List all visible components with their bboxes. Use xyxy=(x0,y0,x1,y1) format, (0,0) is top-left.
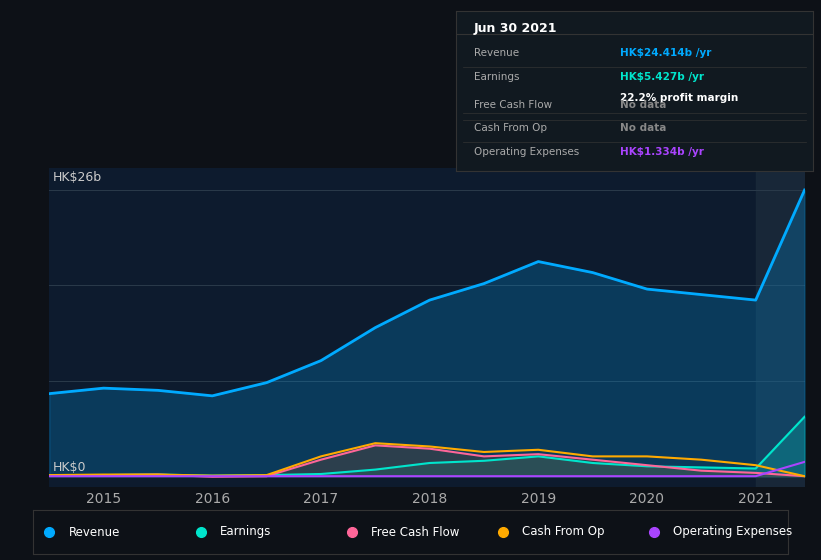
Text: HK$5.427b /yr: HK$5.427b /yr xyxy=(620,72,704,82)
Text: No data: No data xyxy=(620,123,667,133)
Text: Cash From Op: Cash From Op xyxy=(474,123,547,133)
Text: HK$0: HK$0 xyxy=(53,461,86,474)
Text: Operating Expenses: Operating Expenses xyxy=(673,525,792,539)
Text: Revenue: Revenue xyxy=(69,525,121,539)
Text: Earnings: Earnings xyxy=(220,525,272,539)
Text: Operating Expenses: Operating Expenses xyxy=(474,147,579,157)
Text: HK$24.414b /yr: HK$24.414b /yr xyxy=(620,48,711,58)
Text: Free Cash Flow: Free Cash Flow xyxy=(371,525,460,539)
Text: Revenue: Revenue xyxy=(474,48,519,58)
Text: Cash From Op: Cash From Op xyxy=(522,525,605,539)
Text: No data: No data xyxy=(620,100,667,110)
Text: Earnings: Earnings xyxy=(474,72,519,82)
Text: Free Cash Flow: Free Cash Flow xyxy=(474,100,552,110)
Text: HK$1.334b /yr: HK$1.334b /yr xyxy=(620,147,704,157)
Bar xyxy=(755,168,815,487)
Text: HK$26b: HK$26b xyxy=(53,171,102,184)
Text: Jun 30 2021: Jun 30 2021 xyxy=(474,22,557,35)
Text: 22.2% profit margin: 22.2% profit margin xyxy=(620,93,738,103)
